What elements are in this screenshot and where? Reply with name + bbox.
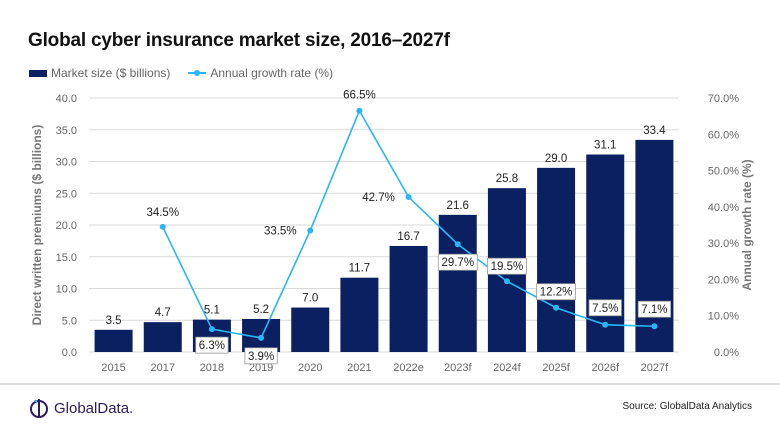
x-tick-label: 2024f xyxy=(493,362,521,374)
bar-data-label: 11.7 xyxy=(349,263,371,275)
x-tick-label: 2022e xyxy=(393,362,424,374)
bar xyxy=(537,167,576,352)
x-tick-label: 2019 xyxy=(249,362,273,374)
growth-label-box xyxy=(195,336,229,354)
bar-data-label: 25.8 xyxy=(496,173,518,185)
y-tick-label: 35.0 xyxy=(56,125,77,137)
source-note: Source: GlobalData Analytics xyxy=(622,401,752,412)
y-tick-label: 30.0 xyxy=(56,157,77,169)
bar xyxy=(635,139,674,352)
y2-tick-label: 60.0% xyxy=(708,129,739,141)
bar-data-label: 3.5 xyxy=(106,315,122,327)
globaldata-logo: GlobalData. xyxy=(28,397,133,419)
x-tick-label: 2026f xyxy=(591,362,619,374)
y2-tick-label: 20.0% xyxy=(708,274,739,286)
bar-data-label: 33.4 xyxy=(643,125,666,137)
y-tick-label: 5.0 xyxy=(62,315,77,327)
growth-data-label: 7.1% xyxy=(641,304,667,316)
growth-data-label: 3.9% xyxy=(248,351,274,363)
x-tick-label: 2023f xyxy=(444,362,472,374)
y-tick-label: 25.0 xyxy=(56,188,77,200)
y2-tick-label: 50.0% xyxy=(708,166,739,178)
growth-data-label: 7.5% xyxy=(592,303,618,315)
x-tick-label: 2020 xyxy=(298,362,322,374)
growth-point xyxy=(651,323,658,330)
y2-tick-label: 30.0% xyxy=(708,238,739,250)
bar-data-label: 5.1 xyxy=(204,305,220,317)
growth-point xyxy=(307,227,314,234)
y-tick-label: 15.0 xyxy=(56,252,77,264)
bar xyxy=(94,329,133,352)
y-tick-label: 40.0 xyxy=(56,93,77,105)
logo-text: GlobalData. xyxy=(54,399,134,417)
bar-data-label: 29.0 xyxy=(545,153,567,165)
y2-tick-label: 10.0% xyxy=(708,311,739,323)
x-tick-label: 2027f xyxy=(641,362,669,374)
y2-tick-label: 0.0% xyxy=(714,347,739,359)
bar xyxy=(586,154,625,352)
growth-data-label: 66.5% xyxy=(343,90,376,102)
legend-swatch-line xyxy=(188,69,207,76)
bar xyxy=(438,214,477,352)
footer-divider xyxy=(0,383,780,385)
growth-label-box xyxy=(588,299,622,317)
bar xyxy=(389,245,428,352)
legend: Market size ($ billions) Annual growth r… xyxy=(29,66,333,80)
bar xyxy=(143,322,182,352)
globaldata-logo-icon xyxy=(30,399,48,418)
bar-data-label: 5.2 xyxy=(253,304,269,316)
legend-label-market-size: Market size ($ billions) xyxy=(51,66,171,80)
chart-area: 0.0 5.0 10.0 15.0 20.0 25.0 30.0 35.0 40.0 0.0% 10… xyxy=(30,90,754,374)
bar-data-label: 4.7 xyxy=(155,307,171,319)
x-tick-label: 2017 xyxy=(151,362,175,374)
y-tick-label: 0.0 xyxy=(62,347,77,359)
growth-data-label: 42.7% xyxy=(362,192,395,204)
bar xyxy=(340,277,379,352)
legend-label-growth-rate: Annual growth rate (%) xyxy=(210,66,334,80)
bar-data-label: 7.0 xyxy=(302,293,318,305)
growth-point xyxy=(258,334,265,341)
growth-data-label: 33.5% xyxy=(264,225,297,237)
growth-point xyxy=(159,223,166,230)
growth-point xyxy=(503,278,510,285)
growth-point xyxy=(356,107,363,114)
y2-axis-title: Annual growth rate (%) xyxy=(740,159,754,290)
growth-point xyxy=(602,321,609,328)
growth-point xyxy=(553,304,560,311)
y-tick-label: 10.0 xyxy=(56,284,77,296)
y-axis-title: Direct written premiums ($ billions) xyxy=(30,125,44,326)
growth-data-label: 19.5% xyxy=(491,261,524,273)
bar xyxy=(291,307,330,352)
x-tick-label: 2025f xyxy=(542,362,570,374)
x-tick-label: 2015 xyxy=(101,362,125,374)
chart-title: Global cyber insurance market size, 2016… xyxy=(28,30,450,51)
legend-swatch-bar xyxy=(29,69,47,77)
growth-label-box xyxy=(244,347,278,365)
bar-data-label: 31.1 xyxy=(594,140,616,152)
growth-data-label: 29.7% xyxy=(441,257,474,269)
growth-label-box xyxy=(536,283,576,301)
growth-label-box xyxy=(487,257,527,275)
growth-data-label: 6.3% xyxy=(199,340,225,352)
y2-tick-label: 70.0% xyxy=(708,93,739,105)
growth-point xyxy=(405,194,412,201)
x-tick-label: 2018 xyxy=(200,362,224,374)
bar-data-label: 21.6 xyxy=(447,200,469,212)
bar-data-label: 16.7 xyxy=(397,231,419,243)
growth-data-label: 34.5% xyxy=(146,207,179,219)
y-tick-label: 20.0 xyxy=(56,220,77,232)
growth-label-box xyxy=(437,253,478,271)
y2-tick-label: 40.0% xyxy=(708,202,739,214)
growth-point xyxy=(208,326,215,333)
growth-data-label: 12.2% xyxy=(540,287,573,299)
x-tick-label: 2021 xyxy=(347,362,371,374)
growth-point xyxy=(454,241,461,248)
growth-label-box xyxy=(637,300,672,318)
